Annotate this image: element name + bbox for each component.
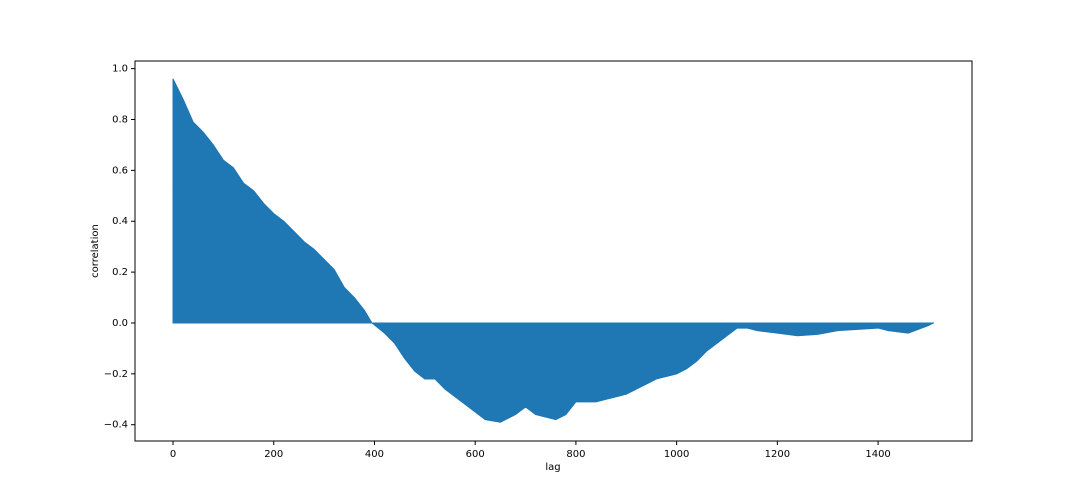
x-tick-label: 1400 [865,449,890,460]
y-tick-label: 0.0 [112,318,128,329]
x-tick-label: 600 [466,449,485,460]
y-axis-label: correlation [90,224,101,278]
y-tick-label: 0.6 [112,165,128,176]
x-tick-label: 400 [365,449,384,460]
y-tick-label: −0.4 [104,420,128,431]
x-tick-label: 800 [566,449,585,460]
y-tick-label: −0.2 [104,369,128,380]
y-tick-label: 0.4 [112,216,128,227]
x-tick-label: 200 [264,449,283,460]
x-tick-label: 1200 [765,449,790,460]
x-axis-label: lag [545,462,560,473]
y-tick-label: 1.0 [112,64,128,75]
y-tick-label: 0.8 [112,115,128,126]
area [172,78,934,423]
x-tick-label: 0 [170,449,176,460]
plot-frame [134,60,973,442]
y-tick-label: 0.2 [112,267,128,278]
x-tick-label: 1000 [664,449,689,460]
